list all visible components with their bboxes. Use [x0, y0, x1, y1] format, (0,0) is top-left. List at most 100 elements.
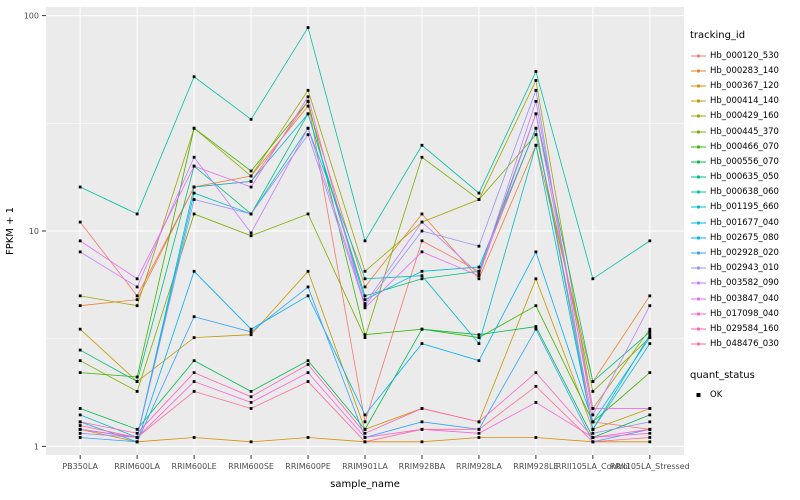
- data-point: [591, 380, 595, 383]
- legend-item-label: Hb_029584_160: [710, 323, 779, 334]
- data-point: [249, 401, 253, 404]
- legend-item-label: Hb_000635_050: [710, 172, 779, 183]
- data-point: [534, 250, 538, 254]
- legend-key-line-icon: [691, 175, 706, 179]
- legend-item-label: Hb_000429_160: [710, 111, 779, 122]
- data-point: [306, 104, 310, 108]
- data-point: [477, 191, 481, 195]
- data-point: [78, 327, 82, 331]
- legend-item-Hb_002928_020: Hb_002928_020: [690, 245, 800, 260]
- x-tick-label: RRII105LA_Control: [556, 462, 630, 471]
- data-point: [306, 26, 310, 29]
- legend-key-line-icon: [691, 266, 706, 270]
- data-point: [363, 239, 367, 243]
- legend-item-label: Hb_000283_140: [710, 65, 779, 76]
- data-point: [135, 277, 139, 281]
- data-point: [477, 427, 481, 431]
- legend-item-label: Hb_000466_070: [710, 141, 779, 152]
- data-point: [78, 348, 82, 352]
- legend-key-line-icon: [691, 296, 706, 301]
- data-point: [249, 179, 253, 183]
- data-point: [192, 191, 196, 195]
- data-point: [363, 277, 367, 281]
- data-point: [249, 407, 253, 410]
- data-point: [534, 325, 538, 328]
- data-point: [477, 431, 481, 435]
- data-point: [135, 431, 139, 435]
- data-point: [135, 380, 139, 383]
- legend-key-line-icon: [691, 114, 706, 118]
- legend-item-Hb_029584_160: Hb_029584_160: [690, 321, 800, 336]
- data-point: [477, 269, 481, 273]
- legend-item-Hb_002943_010: Hb_002943_010: [690, 261, 800, 276]
- data-point: [363, 413, 367, 417]
- legend-key-line-icon: [691, 342, 706, 346]
- data-point: [249, 333, 253, 337]
- data-point: [534, 99, 538, 103]
- data-point: [363, 306, 367, 310]
- legend-title-tracking-id: tracking_id: [690, 30, 746, 41]
- data-point: [477, 336, 481, 339]
- data-point: [420, 212, 424, 216]
- legend-item-Hb_000429_160: Hb_000429_160: [690, 109, 800, 124]
- data-point: [534, 112, 538, 116]
- data-point: [306, 380, 310, 383]
- legend-key-line-icon: [691, 160, 706, 164]
- legend-key-line-icon: [691, 327, 706, 331]
- data-point: [135, 304, 139, 308]
- y-tick-label: 1: [34, 442, 39, 451]
- data-point: [78, 427, 82, 431]
- data-point: [192, 198, 196, 201]
- data-point: [78, 220, 82, 224]
- legend-item-label: Hb_000367_120: [710, 80, 779, 91]
- x-tick-label: RRIM600LE: [172, 462, 217, 471]
- data-point: [648, 327, 652, 331]
- legend-key-line-icon: [691, 145, 706, 149]
- data-point: [249, 174, 253, 178]
- data-point: [534, 133, 538, 137]
- legend-key-line-icon: [691, 190, 706, 194]
- data-point: [78, 420, 82, 424]
- legend-item-label: Hb_000414_140: [710, 96, 779, 107]
- data-point: [78, 407, 82, 410]
- legend-item-label: Hb_048476_030: [710, 339, 779, 350]
- legend-key-line-icon: [691, 221, 706, 225]
- data-point: [648, 330, 652, 334]
- data-point: [477, 359, 481, 363]
- data-point: [534, 88, 538, 92]
- data-point: [363, 431, 367, 435]
- data-point: [78, 250, 82, 254]
- legend-item-Hb_048476_030: Hb_048476_030: [690, 337, 800, 352]
- data-point: [534, 384, 538, 388]
- data-point: [78, 359, 82, 363]
- y-axis-title: FPKM + 1: [5, 207, 16, 255]
- data-point: [534, 79, 538, 82]
- data-point: [477, 436, 481, 439]
- data-point: [306, 99, 310, 103]
- data-point: [591, 440, 595, 444]
- data-point: [192, 212, 196, 216]
- data-point: [249, 234, 253, 238]
- data-point: [249, 117, 253, 121]
- x-tick-label: RRIM901LA: [342, 462, 388, 471]
- data-point: [249, 169, 253, 173]
- x-tick-label: RRIM600PE: [285, 462, 331, 471]
- x-axis-title: sample_name: [330, 479, 400, 490]
- data-point: [477, 244, 481, 248]
- data-point: [249, 390, 253, 393]
- data-point: [249, 327, 253, 331]
- data-point: [306, 88, 310, 92]
- data-point: [78, 304, 82, 308]
- data-point: [78, 431, 82, 435]
- data-point: [591, 390, 595, 393]
- data-point: [648, 371, 652, 375]
- legend-item-label: Hb_003582_090: [710, 278, 779, 289]
- data-point: [192, 390, 196, 393]
- data-point: [534, 277, 538, 281]
- data-point: [306, 359, 310, 363]
- data-point: [78, 371, 82, 375]
- data-point: [591, 436, 595, 439]
- legend-item-label: Hb_000120_530: [710, 50, 779, 61]
- data-point: [420, 269, 424, 273]
